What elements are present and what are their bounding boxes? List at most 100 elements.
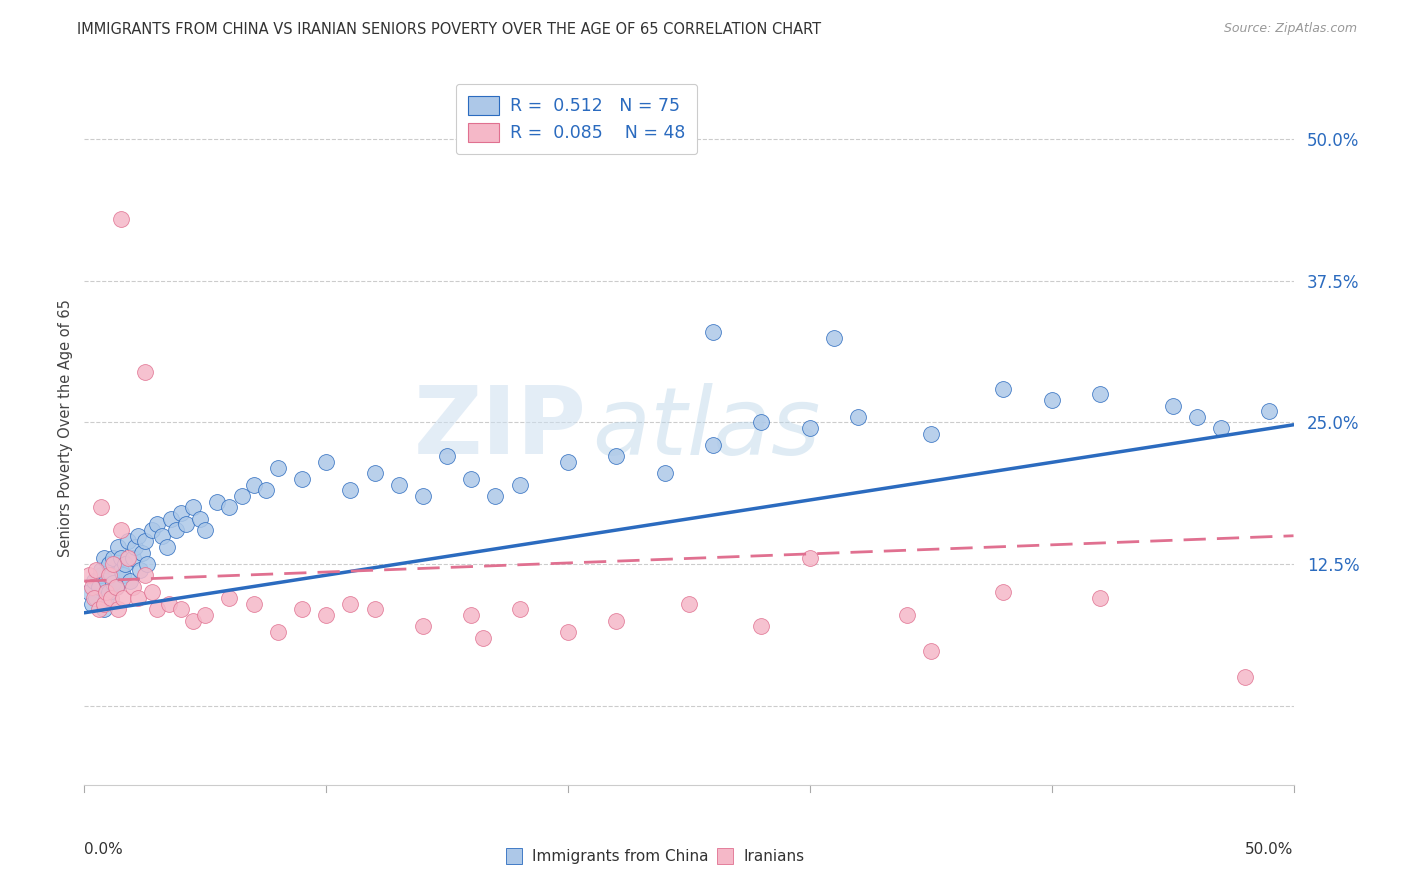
- Text: Immigrants from China: Immigrants from China: [531, 849, 709, 863]
- Point: [194, 523, 217, 537]
- Point: [920, 426, 942, 441]
- Point: [117, 551, 139, 566]
- Point: [141, 585, 163, 599]
- Point: [124, 540, 146, 554]
- Point: [751, 619, 773, 633]
- Point: [702, 438, 724, 452]
- Point: [121, 580, 143, 594]
- Point: [751, 416, 773, 430]
- Point: [83, 574, 105, 588]
- Point: [94, 585, 117, 599]
- Point: [363, 467, 385, 481]
- Point: [339, 483, 361, 498]
- Point: [80, 580, 103, 594]
- Point: [799, 551, 821, 566]
- Point: [1185, 409, 1208, 424]
- Point: [678, 597, 700, 611]
- Point: [218, 591, 240, 605]
- Point: [412, 619, 434, 633]
- Point: [110, 551, 132, 566]
- Point: [160, 512, 183, 526]
- Point: [1040, 392, 1063, 407]
- Point: [460, 608, 482, 623]
- Text: 50.0%: 50.0%: [1246, 842, 1294, 857]
- Point: [242, 477, 264, 491]
- Point: [114, 557, 136, 571]
- Point: [1209, 421, 1232, 435]
- Point: [484, 489, 506, 503]
- Point: [267, 625, 290, 640]
- Text: Source: ZipAtlas.com: Source: ZipAtlas.com: [1223, 22, 1357, 36]
- Point: [509, 477, 531, 491]
- Point: [112, 568, 135, 582]
- Point: [129, 563, 152, 577]
- Text: ZIP: ZIP: [413, 382, 586, 475]
- Point: [799, 421, 821, 435]
- Point: [107, 540, 129, 554]
- Point: [110, 211, 132, 226]
- Point: [190, 512, 212, 526]
- Point: [131, 546, 153, 560]
- Text: atlas: atlas: [592, 383, 821, 474]
- Point: [1088, 387, 1111, 401]
- Point: [103, 551, 125, 566]
- Point: [90, 500, 112, 515]
- Point: [654, 467, 676, 481]
- Point: [291, 472, 314, 486]
- Point: [896, 608, 918, 623]
- Point: [93, 551, 115, 566]
- Point: [100, 568, 122, 582]
- Point: [846, 409, 869, 424]
- Point: [90, 563, 112, 577]
- Point: [77, 585, 100, 599]
- Point: [267, 460, 290, 475]
- Point: [80, 597, 103, 611]
- Point: [557, 455, 579, 469]
- Point: [110, 563, 132, 577]
- Text: Iranians: Iranians: [744, 849, 804, 863]
- Point: [112, 591, 135, 605]
- Point: [87, 580, 110, 594]
- Y-axis label: Seniors Poverty Over the Age of 65: Seniors Poverty Over the Age of 65: [58, 299, 73, 558]
- Point: [141, 523, 163, 537]
- Point: [363, 602, 385, 616]
- Point: [291, 602, 314, 616]
- Point: [920, 644, 942, 658]
- Point: [94, 574, 117, 588]
- Point: [146, 602, 169, 616]
- Point: [1258, 404, 1281, 418]
- Point: [388, 477, 411, 491]
- Point: [315, 608, 337, 623]
- Text: IMMIGRANTS FROM CHINA VS IRANIAN SENIORS POVERTY OVER THE AGE OF 65 CORRELATION : IMMIGRANTS FROM CHINA VS IRANIAN SENIORS…: [77, 22, 821, 37]
- Point: [104, 580, 127, 594]
- Point: [97, 568, 120, 582]
- Point: [103, 576, 125, 591]
- Point: [1088, 591, 1111, 605]
- Point: [823, 330, 845, 344]
- Point: [231, 489, 253, 503]
- Point: [218, 500, 240, 515]
- Point: [87, 602, 110, 616]
- Point: [146, 517, 169, 532]
- Point: [103, 557, 125, 571]
- Point: [165, 523, 187, 537]
- Point: [117, 534, 139, 549]
- Point: [702, 325, 724, 339]
- Point: [134, 365, 156, 379]
- Point: [509, 602, 531, 616]
- Point: [170, 602, 193, 616]
- Point: [150, 529, 173, 543]
- Point: [993, 585, 1015, 599]
- Point: [107, 602, 129, 616]
- Point: [136, 557, 159, 571]
- Point: [1161, 399, 1184, 413]
- Point: [157, 597, 180, 611]
- Point: [155, 540, 177, 554]
- Point: [94, 591, 117, 605]
- Point: [134, 534, 156, 549]
- Point: [460, 472, 482, 486]
- Legend: R =  0.512   N = 75, R =  0.085    N = 48: R = 0.512 N = 75, R = 0.085 N = 48: [456, 84, 697, 154]
- Text: 0.0%: 0.0%: [84, 842, 124, 857]
- Point: [127, 591, 149, 605]
- Point: [207, 495, 229, 509]
